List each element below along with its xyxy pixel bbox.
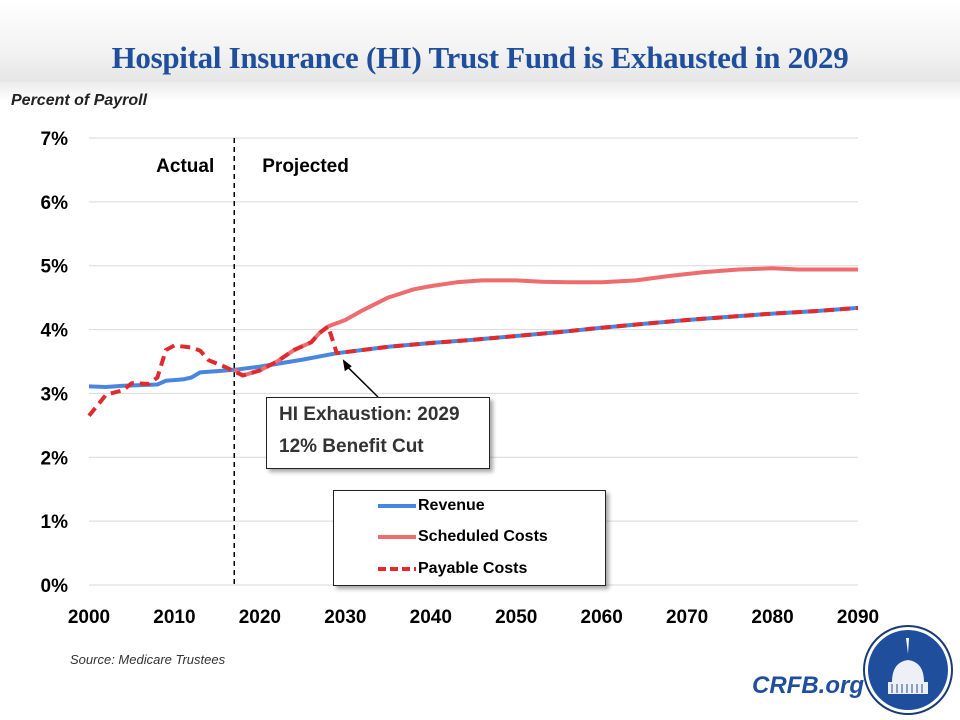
legend-swatch-revenue [378,504,416,508]
x-tick-label: 2010 [153,607,195,628]
series-line-scheduled-costs [233,266,858,378]
x-tick-label: 2020 [239,607,281,628]
legend-item-payable-costs: Payable Costs [378,558,527,580]
y-tick-label: 7% [41,129,69,150]
title-shadow [0,82,960,102]
callout-line-2: 12% Benefit Cut [279,436,424,457]
title-band [0,0,960,83]
legend-swatch-payable [378,567,416,571]
x-tick-label: 2070 [666,607,708,628]
annotation-arrow [345,364,379,398]
legend-label: Scheduled Costs [418,528,548,545]
capitol-dome-logo-icon [863,625,953,715]
legend-swatch-scheduled [378,535,416,539]
chart-legend: Revenue Scheduled Costs Payable Costs [333,490,606,586]
legend-label: Revenue [418,497,485,514]
callout-line-1: HI Exhaustion: 2029 [279,404,460,425]
y-tick-labels: 0% 1% 2% 3% 4% 5% 6% 7% [41,129,69,597]
y-axis-label: Percent of Payroll [11,92,148,109]
y-tick-label: 6% [41,193,69,214]
actual-label: Actual [156,156,214,177]
legend-item-revenue: Revenue [378,495,485,517]
x-tick-label: 2060 [581,607,623,628]
y-tick-label: 3% [41,384,69,405]
x-tick-label: 2040 [410,607,452,628]
y-tick-label: 5% [41,257,69,278]
y-tick-label: 2% [41,448,69,469]
x-tick-label: 2080 [751,607,793,628]
legend-label: Payable Costs [418,560,528,577]
series-line-payable-costs [87,305,859,418]
x-tick-label: 2090 [837,607,879,628]
y-tick-label: 4% [41,321,69,342]
chart-title: Hospital Insurance (HI) Trust Fund is Ex… [111,40,849,75]
projected-label: Projected [262,156,349,177]
exhaustion-callout: HI Exhaustion: 2029 12% Benefit Cut [266,397,490,469]
source-note: Source: Medicare Trustees [70,652,226,667]
annotation-arrowhead [342,359,352,372]
y-tick-label: 1% [41,512,69,533]
y-tick-label: 0% [41,576,69,597]
x-tick-label: 2000 [68,607,110,628]
legend-item-scheduled-costs: Scheduled Costs [378,526,548,548]
brand-link[interactable]: CRFB.org [752,672,864,699]
series-lines [87,266,859,418]
series-line-revenue [88,305,859,389]
x-tick-labels: 2000 2010 2020 2030 2040 2050 2060 2070 2080 2090 [68,607,879,628]
x-tick-label: 2050 [495,607,537,628]
x-tick-label: 2030 [324,607,366,628]
